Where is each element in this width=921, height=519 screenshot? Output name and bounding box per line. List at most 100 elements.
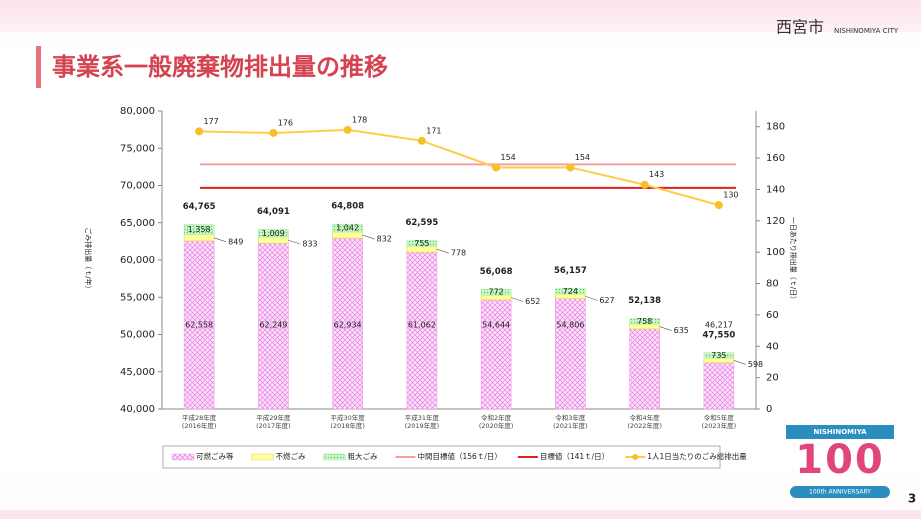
line-point (566, 163, 575, 172)
bar-segment (258, 236, 289, 244)
logo-top: NISHINOMIYA (813, 428, 867, 436)
legend-swatch-point (632, 454, 639, 460)
value-label: 62,249 (259, 321, 287, 330)
line-point (492, 163, 501, 172)
x-tick-label: 平成29年度 (256, 413, 291, 422)
point-label: 154 (500, 153, 515, 162)
point-label: 171 (426, 126, 441, 135)
y2-tick-label: 80 (766, 279, 779, 290)
bar-segment (480, 288, 512, 296)
logo-band (786, 425, 894, 439)
point-label: 178 (352, 115, 367, 124)
bar-segment (183, 224, 215, 235)
value-label: 627 (599, 296, 614, 305)
point-label: 154 (575, 153, 590, 162)
bar-segment (332, 223, 363, 233)
city-name: 西宮市 (776, 18, 824, 37)
y-tick-label: 75,000 (120, 143, 155, 154)
value-label: 849 (228, 237, 243, 246)
bar-segment (332, 237, 363, 410)
value-label: 62,558 (185, 321, 213, 330)
x-tick-sublabel: (2021年度) (553, 421, 588, 430)
y2-tick-label: 100 (766, 247, 785, 258)
bar-segment (258, 229, 289, 238)
y2-tick-label: 60 (766, 310, 779, 321)
legend-swatch (171, 453, 195, 461)
x-tick-sublabel: (2022年度) (627, 421, 662, 430)
y2-tick-label: 20 (766, 373, 779, 384)
total-label: 56,157 (554, 266, 587, 276)
total-label: 56,068 (480, 267, 513, 277)
value-label: 1,358 (188, 225, 211, 234)
bar-segment (332, 231, 363, 239)
bar-segment (629, 318, 660, 325)
page-number: 3 (908, 492, 916, 506)
y2-tick-label: 140 (766, 184, 785, 195)
x-tick-label: 令和2年度 (481, 413, 512, 422)
bar-segment (629, 328, 660, 410)
y2-tick-label: 0 (766, 404, 772, 415)
legend-label: 不燃ごみ (276, 451, 306, 461)
value-label: 598 (748, 360, 763, 369)
leader-line (288, 239, 301, 245)
bar-segment (406, 240, 438, 247)
bar-segment (555, 298, 586, 410)
x-tick-label: 令和4年度 (630, 413, 661, 422)
slide-title: 事業系一般廃棄物排出量の推移 (52, 53, 388, 81)
y2-tick-label: 40 (766, 341, 779, 352)
x-tick-sublabel: (2019年度) (405, 421, 440, 430)
city-name-en: NISHINOMIYA CITY (834, 27, 899, 35)
value-label: 1,009 (262, 229, 285, 238)
y-tick-label: 60,000 (120, 255, 155, 266)
point-label: 177 (203, 117, 218, 126)
point-label: 130 (723, 191, 738, 200)
y2-tick-label: 120 (766, 216, 785, 227)
leader-line (362, 234, 375, 240)
legend-label: 可燃ごみ等 (196, 451, 234, 461)
line-point (640, 180, 649, 189)
value-label: 54,644 (482, 321, 510, 330)
logo: NISHINOMIYA 100 100th ANNIVERSARY (786, 425, 894, 498)
bar-segment (258, 242, 289, 410)
value-label: 772 (488, 288, 503, 297)
value-label: 61,062 (408, 321, 436, 330)
total-label: 64,808 (331, 202, 364, 212)
leader-line (585, 296, 598, 301)
total-label: 47,550 (702, 330, 735, 340)
value-label: 54,806 (556, 321, 584, 330)
legend-swatch (323, 453, 346, 461)
x-tick-label: 令和3年度 (555, 413, 586, 422)
x-tick-sublabel: (2018年度) (330, 421, 365, 430)
y-tick-label: 45,000 (120, 367, 155, 378)
bar-segment (555, 288, 586, 295)
bar-segment (480, 299, 512, 410)
leader-line (659, 326, 672, 331)
value-label: 1,042 (336, 224, 359, 233)
legend-box (162, 445, 721, 469)
bar-segment (703, 352, 735, 359)
value-label: 735 (711, 351, 726, 360)
leader-line (511, 297, 524, 302)
y-tick-label: 40,000 (120, 404, 155, 415)
leader-line (436, 248, 449, 254)
value-label: 758 (637, 317, 652, 326)
value-label: 62,934 (334, 321, 362, 330)
x-tick-sublabel: (2017年度) (256, 421, 291, 430)
value-label: 46,217 (705, 321, 733, 330)
legend-label: 粗大ごみ (348, 451, 378, 461)
line-series (199, 128, 720, 207)
point-label: 143 (649, 170, 664, 179)
logo-bottom: 100th ANNIVERSARY (809, 489, 871, 496)
y-tick-label: 70,000 (120, 181, 155, 192)
line-point (343, 125, 352, 134)
y2-tick-label: 180 (766, 122, 785, 133)
logo-number: 100 (795, 437, 885, 483)
y2-tick-label: 160 (766, 153, 785, 164)
y-axis-label: ごみ排出量（ｔ/年） (84, 227, 93, 292)
legend-swatch (251, 453, 274, 461)
x-tick-label: 平成30年度 (330, 413, 365, 422)
value-label: 833 (302, 240, 317, 249)
legend-label: 1人1日当たりのごみ総排出量 (647, 451, 747, 461)
y-tick-label: 55,000 (120, 292, 155, 303)
